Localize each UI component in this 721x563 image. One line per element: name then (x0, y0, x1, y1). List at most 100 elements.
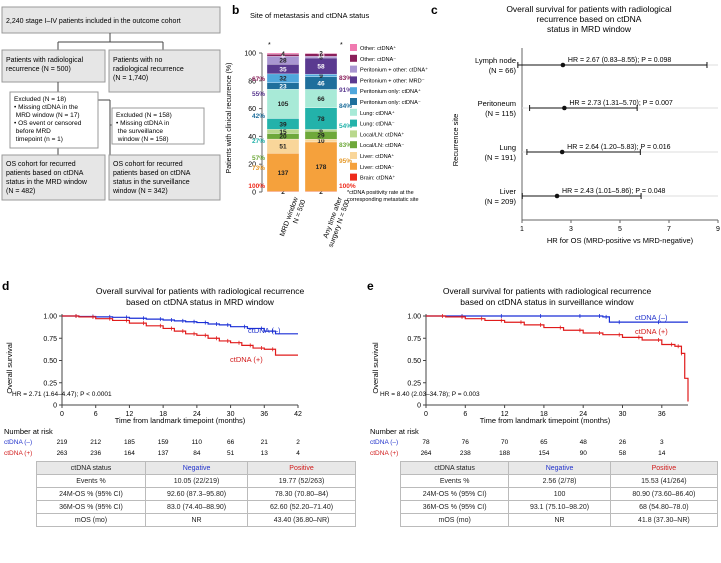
km-curve-negative (62, 315, 298, 335)
curve-label-positive: ctDNA (+) (635, 327, 668, 336)
legend-label: Lung: ctDNA⁻ (360, 122, 395, 128)
bar-value-label: 58 (317, 63, 325, 70)
bar-value-label: 28 (279, 58, 287, 65)
panel-e-summary-table: ctDNA status Negative Positive Events % 2… (399, 461, 719, 527)
hr-text: HR = 2.73 (1.31–5.70); P = 0.007 (569, 100, 672, 107)
text-line: Patients with no (113, 57, 163, 64)
panel-c-xlabel: HR for OS (MRD-positive vs MRD-negative) (547, 236, 694, 245)
table-row: mOS (mo) NR 43.40 (36.80–NR) (36, 513, 356, 527)
site-n-label: (N = 66) (489, 66, 517, 75)
bar-value-label: 4 (281, 51, 285, 58)
panel-a: a 2,240 stage I–IV patients included in … (1, 3, 221, 201)
positivity-label: 100% (339, 183, 356, 190)
text-line: Excluded (N = 18) (14, 96, 66, 103)
text-line: Overall survival for patients with radio… (506, 4, 671, 14)
text-line: Overall survival for patients with radio… (443, 286, 652, 296)
text-line: window (N = 342) (112, 188, 168, 195)
bar-value-label: 10 (317, 52, 325, 59)
panel-b-star-right: * (340, 42, 343, 49)
flow-box-top-text: 2,240 stage I–IV patients included in th… (6, 18, 181, 25)
text-line: status in MRD window (547, 24, 632, 34)
x-tick-label: 1 (520, 226, 524, 233)
positivity-label: 54% (339, 123, 352, 130)
panel-c-ylabel: Recurrence site (451, 114, 460, 167)
bar-segment (304, 52, 338, 54)
x-tick-label: 0 (424, 411, 428, 418)
x-tick-label: 42 (294, 411, 302, 418)
y-tick-label: 0 (417, 403, 421, 410)
text-line: Patients with radiological (6, 57, 83, 64)
y-tick-label: 0 (252, 190, 256, 197)
legend-label: Local/LN: ctDNA⁻ (360, 143, 404, 149)
table-header-cell: Positive (247, 461, 356, 475)
panel-b-xcat-anytime: Any time aftersurgery N = 500 (320, 196, 351, 249)
x-tick-label: 5 (618, 226, 622, 233)
x-tick-label: 6 (94, 411, 98, 418)
site-n-label: (N = 209) (485, 197, 517, 206)
positivity-label: 91% (339, 87, 352, 94)
bar-value-label: 23 (279, 83, 287, 90)
text-line: OS cohort for recurred (113, 161, 183, 168)
table-header-cell: Negative (508, 461, 611, 475)
bar-value-label: 2 (319, 189, 323, 196)
legend-swatch (350, 162, 357, 170)
table-header-cell: Negative (144, 461, 249, 475)
y-tick-label: 0.75 (407, 336, 421, 343)
risk-value-negative: 2 (296, 439, 300, 446)
bar-value-label: 66 (317, 96, 325, 103)
risk-value-positive: 164 (124, 450, 135, 457)
risk-value-positive: 236 (90, 450, 101, 457)
panel-d-title: Overall survival for patients with radio… (96, 286, 305, 307)
legend-label: Other: ctDNA⁺ (360, 45, 396, 52)
positivity-label: 83% (339, 75, 352, 82)
text-line: (N = 482) (6, 188, 35, 195)
panel-d-label: d (2, 279, 9, 293)
text-line: • Missing ctDNA in (116, 120, 170, 127)
legend-label: Liver: ctDNA⁺ (360, 153, 394, 160)
panel-e-risk-neg-label: ctDNA (–) (370, 439, 398, 446)
bar-value-label: 51 (279, 144, 287, 151)
text-line: based on ctDNA status in MRD window (126, 297, 275, 307)
x-tick-label: 30 (227, 411, 235, 418)
y-tick-label: 0 (53, 403, 57, 410)
risk-value-negative: 21 (261, 439, 269, 446)
bar-value-label: 8 (281, 53, 285, 60)
x-tick-label: 9 (716, 226, 720, 233)
risk-value-positive: 51 (227, 450, 235, 457)
table-cell: 93.1 (75.10–98.20) (508, 500, 611, 514)
bar-value-label: 39 (279, 121, 287, 128)
positivity-label: 42% (252, 113, 265, 120)
x-tick-label: 3 (569, 226, 573, 233)
table-cell: 83.0 (74.40–88.90) (144, 500, 249, 514)
hr-point (560, 62, 566, 68)
bar-value-label: 9 (319, 73, 323, 80)
panel-c-xticks: 1 3 5 7 9 (520, 220, 720, 233)
legend-label: Peritonium only: ctDNA⁺ (360, 88, 421, 95)
text-line: before MRD (14, 128, 51, 135)
table-cell: NR (508, 513, 611, 527)
table-cell: 10.05 (22/219) (144, 474, 249, 488)
table-cell: 24M-OS % (95% CI) (36, 487, 146, 501)
table-cell: 2.56 (2/78) (508, 474, 611, 488)
text-line: recurrence based on ctDNA (537, 14, 642, 24)
y-tick-label: 40 (248, 134, 256, 141)
table-cell: 100 (508, 487, 611, 501)
risk-value-negative: 65 (540, 439, 548, 446)
panel-b-footnote: *ctDNA positivity rate at the correspondi… (347, 190, 419, 203)
table-cell: NR (144, 513, 249, 527)
bar-segment (304, 141, 338, 192)
risk-value-positive: 13 (261, 450, 269, 457)
text-line: corresponding metastatic site (347, 197, 419, 203)
flow-box-no-radiological (108, 49, 221, 93)
hr-text: HR = 2.67 (0.83–8.55); P = 0.098 (568, 57, 671, 64)
hr-text: HR = 2.43 (1.01–5.86); P = 0.048 (562, 188, 665, 195)
bar-value-label: 20 (279, 134, 287, 141)
table-row: 36M-OS % (95% CI) 83.0 (74.40–88.90) 62.60… (36, 500, 356, 514)
hr-text: HR = 2.64 (1.20–5.83); P = 0.016 (567, 144, 670, 151)
bar-segment (266, 153, 300, 192)
panel-c-rows: Lymph node(N = 66) HR = 2.67 (0.83–8.55);… (475, 56, 718, 206)
legend-swatch (350, 130, 357, 138)
bar-value-label: 29 (317, 133, 325, 140)
risk-value-negative: 185 (124, 439, 135, 446)
